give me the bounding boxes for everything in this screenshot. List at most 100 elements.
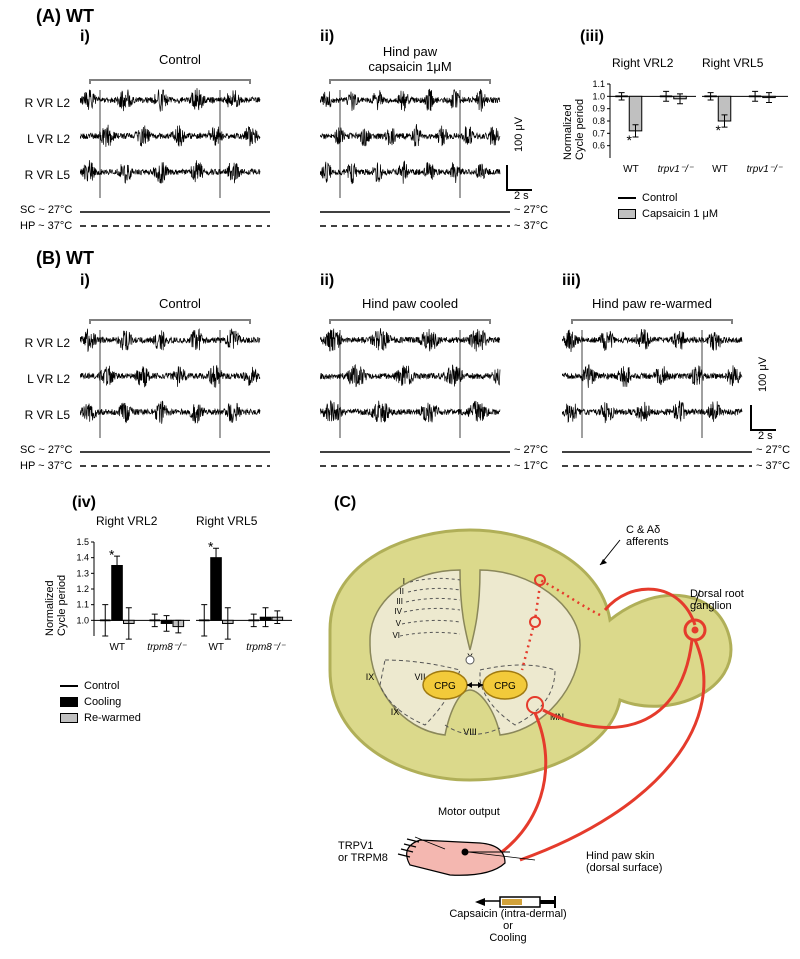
trace-label: R VR L2 — [20, 96, 70, 110]
legend-row: Re-warmed — [60, 712, 141, 724]
svg-text:0.6: 0.6 — [592, 141, 605, 151]
legend-row: Control — [618, 192, 677, 204]
trace-label: R VR L5 — [20, 408, 70, 422]
svg-text:IX: IX — [391, 707, 400, 717]
scale-y-label: 100 μV — [757, 357, 769, 392]
legend-text: Control — [84, 680, 119, 692]
sc-temp-label: SC ~ 27°C — [20, 444, 72, 456]
panel-B-iii-title: Hind paw re-warmed — [562, 296, 742, 311]
panel-A-i-traces — [80, 78, 270, 198]
panel-A-label: (A) WT — [36, 6, 94, 27]
svg-text:*: * — [208, 539, 214, 555]
legend-text: Cooling — [84, 696, 121, 708]
svg-text:1.1: 1.1 — [592, 79, 605, 89]
diagram-label-cap: Capsaicin (intra-dermal) or Cooling — [428, 908, 588, 944]
chart-group-title: Right VRL2 — [612, 56, 673, 70]
svg-text:1.1: 1.1 — [76, 600, 89, 610]
svg-text:V: V — [396, 619, 402, 628]
panel-B-iv-label: (iv) — [72, 494, 96, 512]
panel-B-i-title: Control — [90, 296, 270, 311]
panel-C-diagram: IIIIIIIVVVIVIIVIIIIXIXXCPGCPGMN — [300, 510, 790, 950]
svg-text:*: * — [716, 122, 722, 138]
legend-text: Control — [642, 192, 677, 204]
svg-text:1.2: 1.2 — [76, 584, 89, 594]
temp-lines-A-i — [80, 204, 270, 234]
svg-text:IX: IX — [366, 672, 375, 682]
svg-text:1.3: 1.3 — [76, 568, 89, 578]
panel-A-ii-traces — [320, 78, 510, 198]
svg-text:VIII: VIII — [463, 727, 477, 737]
svg-text:1.0: 1.0 — [592, 91, 605, 101]
legend-row: Cooling — [60, 696, 121, 708]
figure-root: (A) WT i) ii) (iii) Control Hind paw cap… — [0, 0, 800, 959]
temp-val: ~ 27°C — [514, 444, 548, 456]
trace-label: R VR L5 — [20, 168, 70, 182]
panel-A-i-title: Control — [90, 52, 270, 67]
panel-A-i-label: i) — [80, 28, 90, 46]
trace-label: R VR L2 — [20, 336, 70, 350]
legend-row: Control — [60, 680, 119, 692]
svg-text:IV: IV — [394, 607, 402, 616]
svg-text:III: III — [396, 597, 403, 606]
svg-text:1.0: 1.0 — [76, 615, 89, 625]
temp-lines-B-iii — [562, 444, 752, 474]
panel-B-ii-traces — [320, 318, 510, 438]
svg-text:1.5: 1.5 — [76, 537, 89, 547]
sc-temp-label: SC ~ 27°C — [20, 204, 72, 216]
scale-x-label: 2 s — [758, 430, 773, 442]
chart-ylabel: Normalized Cycle period — [44, 575, 68, 636]
scale-y-label: 100 μV — [513, 117, 525, 152]
panel-B-ii-title: Hind paw cooled — [320, 296, 500, 311]
svg-text:VI: VI — [392, 631, 400, 640]
hp-temp-label: HP ~ 37°C — [20, 220, 72, 232]
legend-text: Capsaicin 1 μM — [642, 208, 718, 220]
scale-x-label: 2 s — [514, 190, 529, 202]
panel-B-iii-traces — [562, 318, 752, 438]
temp-val: ~ 17°C — [514, 460, 548, 472]
legend-text: Re-warmed — [84, 712, 141, 724]
trace-label: L VR L2 — [20, 372, 70, 386]
chart-group-title: Right VRL5 — [702, 56, 763, 70]
temp-val: ~ 37°C — [756, 460, 790, 472]
legend-swatch-icon — [60, 697, 78, 707]
panel-B-label: (B) WT — [36, 248, 94, 269]
svg-text:WT: WT — [109, 642, 125, 653]
legend-swatch-icon — [60, 713, 78, 723]
diagram-label-skin: Hind paw skin (dorsal surface) — [586, 850, 662, 874]
svg-text:0.8: 0.8 — [592, 116, 605, 126]
svg-text:CPG: CPG — [434, 681, 456, 692]
trace-label: L VR L2 — [20, 132, 70, 146]
temp-val: ~ 27°C — [756, 444, 790, 456]
svg-text:WT: WT — [208, 642, 224, 653]
temp-lines-B-ii — [320, 444, 510, 474]
panel-B-i-label: i) — [80, 272, 90, 290]
svg-text:1.4: 1.4 — [76, 553, 89, 563]
legend-line-icon — [618, 197, 636, 199]
panel-A-iii-label: (iii) — [580, 28, 604, 46]
panel-B-ii-label: ii) — [320, 272, 334, 290]
diagram-label-afferents: C & Aδ afferents — [626, 524, 669, 548]
panel-B-iii-label: iii) — [562, 272, 581, 290]
legend-line-icon — [60, 685, 78, 687]
svg-text:0.9: 0.9 — [592, 104, 605, 114]
temp-lines-B-i — [80, 444, 270, 474]
svg-text:trpv1⁻/⁻: trpv1⁻/⁻ — [747, 164, 783, 175]
panel-B-iv-chart: 1.0 1.1 1.2 1.3 1.4 1.5 * WT trpm8⁻/⁻ * WT trpm8⁻/⁻ — [76, 528, 296, 658]
chart-group-title: Right VRL5 — [196, 514, 257, 528]
svg-text:CPG: CPG — [494, 681, 516, 692]
legend-swatch-icon — [618, 209, 636, 219]
svg-text:*: * — [109, 547, 115, 563]
svg-text:WT: WT — [712, 164, 728, 175]
temp-val: ~ 37°C — [514, 220, 548, 232]
panel-B-i-traces — [80, 318, 270, 438]
svg-text:trpm8⁻/⁻: trpm8⁻/⁻ — [147, 642, 187, 653]
diagram-label-trp: TRPV1 or TRPM8 — [338, 840, 388, 864]
svg-text:*: * — [627, 132, 633, 148]
panel-A-iii-chart: 0.60.70.80.91.01.1*WTtrpv1⁻/⁻*WTtrpv1⁻/⁻ — [592, 70, 792, 180]
svg-text:trpm8⁻/⁻: trpm8⁻/⁻ — [246, 642, 286, 653]
svg-text:0.7: 0.7 — [592, 128, 605, 138]
chart-ylabel: Normalized Cycle period — [562, 99, 586, 160]
svg-text:II: II — [400, 587, 404, 596]
temp-lines-A-ii — [320, 204, 510, 234]
diagram-label-motor: Motor output — [438, 806, 500, 818]
